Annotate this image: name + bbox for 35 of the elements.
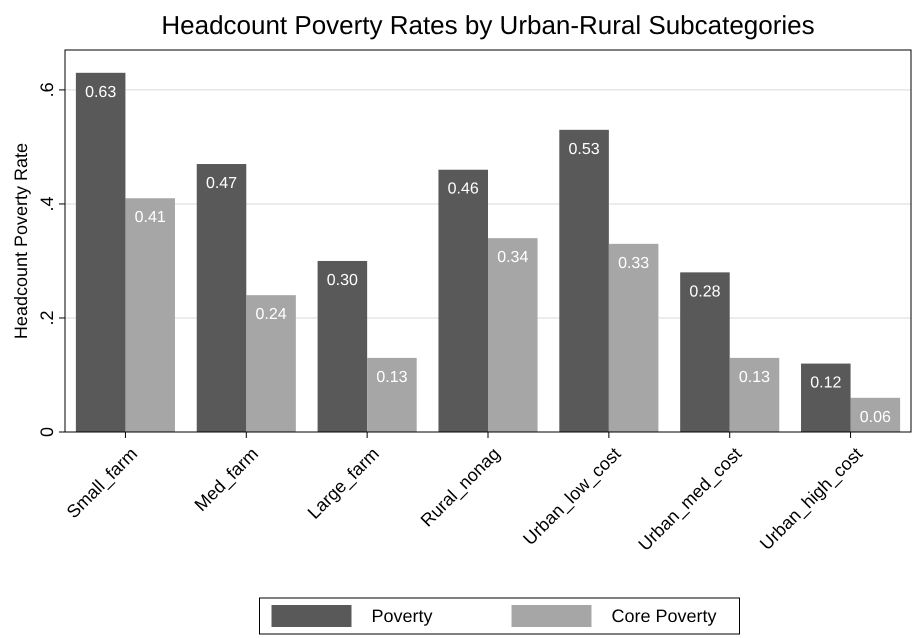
- data-label: 0.13: [376, 368, 408, 386]
- y-tick-label: .2: [37, 310, 57, 326]
- legend-label: Poverty: [372, 606, 433, 626]
- bar: [367, 358, 417, 432]
- bar: [608, 244, 658, 432]
- bar: [125, 198, 175, 432]
- bar: [680, 272, 730, 432]
- data-label: 0.13: [738, 368, 770, 386]
- data-label: 0.53: [568, 140, 600, 158]
- bar: [246, 295, 296, 432]
- data-label: 0.28: [689, 283, 721, 300]
- data-label: 0.47: [206, 175, 238, 192]
- y-tick-label: .6: [37, 82, 57, 98]
- data-label: 0.33: [618, 254, 650, 272]
- bar: [76, 72, 126, 432]
- bar: [801, 364, 851, 432]
- data-label: 0.30: [326, 272, 358, 289]
- bar: [318, 260, 368, 432]
- data-label: 0.41: [134, 209, 166, 226]
- bar: [559, 130, 609, 432]
- y-tick-label: .4: [37, 196, 57, 212]
- y-tick-label: 0: [37, 426, 57, 438]
- legend-label: Core Poverty: [612, 606, 717, 626]
- bar: [488, 238, 538, 432]
- y-axis-title: Headcount Poverty Rate: [11, 142, 31, 340]
- bar: [196, 164, 246, 432]
- bar: [438, 170, 488, 432]
- data-label: 0.06: [860, 408, 892, 426]
- data-label: 0.24: [255, 306, 287, 324]
- data-label: 0.63: [85, 84, 116, 101]
- data-label: 0.34: [497, 249, 528, 266]
- chart-title: Headcount Poverty Rates by Urban-Rural Subcategories: [161, 10, 815, 40]
- data-label: 0.12: [810, 374, 842, 392]
- data-label: 0.46: [448, 180, 479, 198]
- bar: [730, 358, 780, 432]
